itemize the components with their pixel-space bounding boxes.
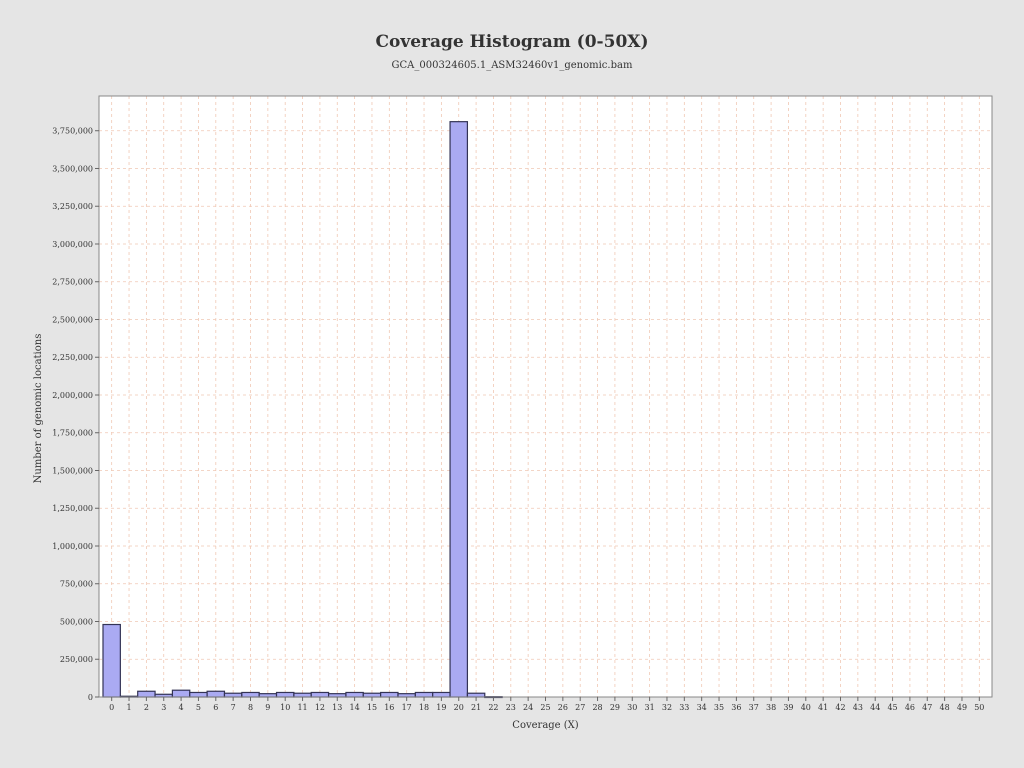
x-tick-label: 28: [592, 703, 602, 712]
x-tick-label: 36: [731, 703, 741, 712]
x-tick-label: 24: [523, 703, 533, 712]
x-tick-label: 16: [384, 703, 394, 712]
chart-title: Coverage Histogram (0-50X): [375, 32, 649, 52]
x-tick-label: 11: [297, 703, 307, 712]
x-tick-label: 35: [714, 703, 724, 712]
y-tick-label: 500,000: [60, 617, 93, 626]
x-tick-label: 43: [853, 703, 863, 712]
y-tick-label: 3,500,000: [52, 164, 93, 173]
x-tick-label: 7: [231, 703, 236, 712]
x-tick-label: 19: [436, 703, 446, 712]
bar-coverage-16: [380, 691, 399, 698]
x-tick-label: 25: [540, 703, 550, 712]
bar-coverage-11: [293, 692, 312, 698]
bar-coverage-14: [345, 691, 364, 698]
x-tick-label: 48: [940, 703, 950, 712]
bar-coverage-12: [310, 691, 330, 698]
y-tick-label: 2,000,000: [52, 391, 93, 400]
bar-coverage-6: [206, 690, 226, 698]
bar-coverage-7: [223, 692, 243, 698]
x-tick-label: 21: [471, 703, 481, 712]
bar-coverage-15: [362, 692, 382, 698]
y-axis-label: Number of genomic locations: [33, 334, 44, 484]
x-tick-label: 20: [454, 703, 464, 712]
bar-coverage-10: [275, 691, 295, 698]
y-tick-label: 0: [88, 693, 93, 702]
x-tick-label: 14: [350, 703, 360, 712]
x-tick-label: 27: [575, 703, 585, 712]
y-tick-label: 1,000,000: [52, 542, 93, 551]
y-axis-ticks: 0 250,000 500,000 750,000 1,000,000 1,250,000…: [52, 127, 99, 702]
x-tick-label: 41: [818, 703, 828, 712]
bar-coverage-20: [449, 121, 469, 698]
x-tick-label: 45: [887, 703, 897, 712]
y-tick-label: 750,000: [60, 580, 93, 589]
bar-coverage-2: [137, 690, 156, 698]
y-tick-label: 3,250,000: [52, 202, 93, 211]
x-tick-label: 42: [835, 703, 845, 712]
bar-coverage-21: [466, 692, 486, 698]
x-tick-label: 2: [144, 703, 149, 712]
x-tick-label: 15: [367, 703, 377, 712]
y-tick-label: 1,750,000: [52, 429, 93, 438]
x-tick-label: 29: [610, 703, 620, 712]
x-tick-label: 1: [126, 703, 131, 712]
x-tick-label: 22: [488, 703, 498, 712]
bar-coverage-5: [189, 691, 208, 698]
y-tick-label: 250,000: [60, 655, 93, 664]
x-tick-label: 9: [265, 703, 270, 712]
x-tick-label: 34: [697, 703, 707, 712]
x-tick-label: 44: [870, 703, 880, 712]
x-tick-label: 23: [506, 703, 516, 712]
x-tick-label: 3: [161, 703, 166, 712]
y-tick-label: 2,250,000: [52, 353, 93, 362]
x-tick-label: 31: [645, 703, 655, 712]
grid-lines: [99, 96, 992, 697]
x-axis-ticks: 0 1 2 3 4 5 6 7 8 9 10 11 12 13 14 15 16 17 18 19 20 21 22 23 24…: [109, 697, 984, 712]
x-tick-label: 46: [905, 703, 915, 712]
x-tick-label: 13: [332, 703, 342, 712]
x-tick-label: 50: [974, 703, 984, 712]
x-tick-label: 10: [280, 703, 290, 712]
y-tick-label: 3,750,000: [52, 127, 93, 136]
x-tick-label: 5: [196, 703, 201, 712]
x-tick-label: 26: [558, 703, 568, 712]
x-tick-label: 38: [766, 703, 776, 712]
y-tick-label: 2,500,000: [52, 315, 93, 324]
x-tick-label: 47: [922, 703, 932, 712]
bar-coverage-8: [241, 691, 260, 698]
x-tick-label: 32: [662, 703, 672, 712]
x-axis-label: Coverage (X): [512, 720, 579, 731]
x-tick-label: 6: [213, 703, 218, 712]
x-tick-label: 12: [315, 703, 325, 712]
x-tick-label: 0: [109, 703, 114, 712]
x-tick-label: 8: [248, 703, 253, 712]
x-tick-label: 17: [402, 703, 412, 712]
bar-coverage-0: [102, 623, 121, 698]
x-tick-label: 37: [749, 703, 759, 712]
x-tick-label: 33: [679, 703, 689, 712]
y-tick-label: 3,000,000: [52, 240, 93, 249]
x-tick-label: 18: [419, 703, 429, 712]
x-tick-label: 39: [783, 703, 793, 712]
x-tick-label: 30: [627, 703, 637, 712]
bar-coverage-18: [414, 691, 434, 698]
x-tick-label: 49: [957, 703, 967, 712]
bar-coverage-19: [432, 691, 451, 698]
x-tick-label: 40: [801, 703, 811, 712]
chart-subtitle: GCA_000324605.1_ASM32460v1_genomic.bam: [391, 60, 633, 71]
x-tick-label: 4: [179, 703, 184, 712]
bar-coverage-4: [171, 689, 191, 698]
y-tick-label: 1,250,000: [52, 504, 93, 513]
y-tick-label: 2,750,000: [52, 278, 93, 287]
y-tick-label: 1,500,000: [52, 466, 93, 475]
